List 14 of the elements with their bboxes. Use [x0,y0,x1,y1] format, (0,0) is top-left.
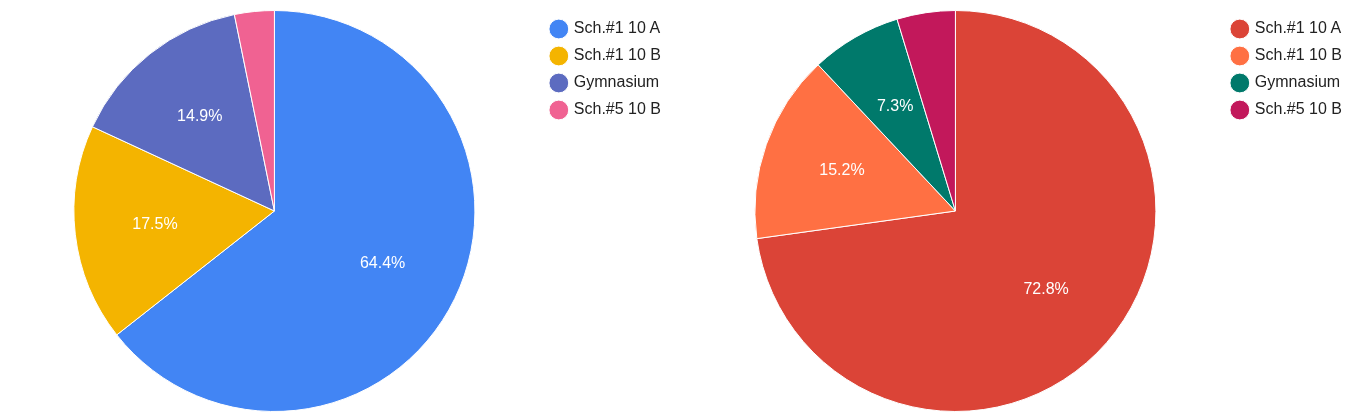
legend-label: Sch.#1 10 B [1254,46,1342,64]
legend-label: Gymnasium [573,73,660,91]
data-label: 15.2% [819,161,865,179]
data-label: 7.3% [876,97,914,115]
data-label: 72.8% [1023,280,1069,298]
data-label: 14.9% [177,107,223,125]
legend-label: Sch.#1 10 A [573,19,661,37]
data-label: 17.5% [132,215,178,233]
legend-label: Sch.#5 10 B [573,100,661,118]
legend-label: Sch.#1 10 B [573,46,661,64]
legend-label: Sch.#1 10 A [1254,19,1342,37]
legend-label: Sch.#5 10 B [1254,100,1342,118]
legend-label: Gymnasium [1254,73,1341,91]
data-label: 64.4% [359,253,406,271]
